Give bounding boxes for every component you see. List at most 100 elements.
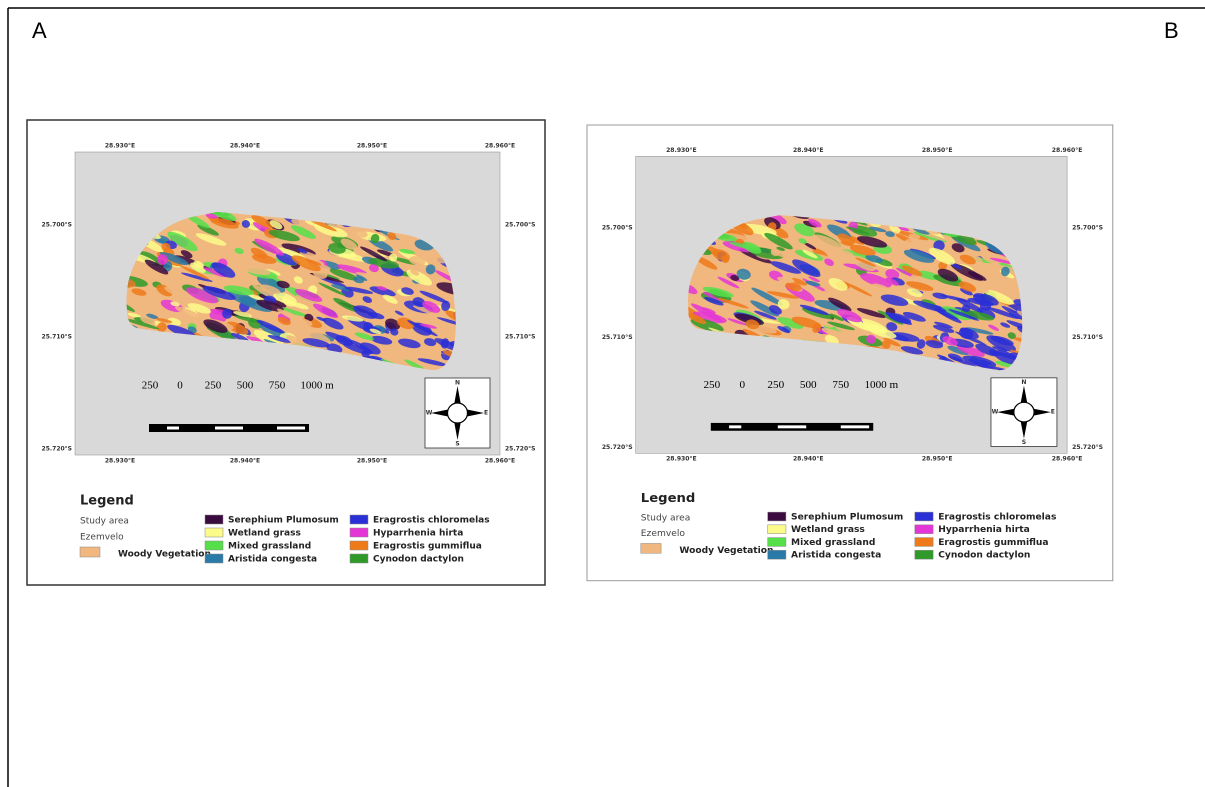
compass-letter: E (484, 410, 488, 417)
legend-swatch (915, 512, 933, 521)
panel-label: B (1164, 18, 1179, 43)
left-coordinate: 25.700°S (42, 222, 72, 229)
top-coordinate: 28.950°E (357, 143, 387, 150)
compass-letter: W (992, 409, 999, 416)
legend-swatch (350, 541, 368, 550)
scale-label: 1000 m (300, 380, 334, 392)
right-coordinate: 25.700°S (1072, 224, 1103, 231)
legend-item: Study area (641, 514, 691, 524)
left-coordinate: 25.720°S (42, 446, 72, 453)
scale-segment (841, 425, 869, 428)
scale-label: 250 (142, 380, 159, 392)
compass-ring (1014, 402, 1034, 422)
legend-item: Serephium Plumosum (791, 513, 903, 523)
legend-swatch (205, 541, 223, 550)
right-coordinate: 25.720°S (505, 446, 535, 453)
legend-swatch (205, 554, 223, 563)
panel-label: A (32, 18, 47, 43)
bottom-coordinate: 28.930°E (105, 458, 135, 465)
bottom-coordinate: 28.930°E (666, 456, 697, 463)
legend-item: Aristida congesta (228, 555, 317, 565)
legend-item: Mixed grassland (791, 538, 875, 548)
scale-label: 750 (269, 380, 286, 392)
legend-swatch (915, 550, 933, 559)
legend-item: Ezemvelo (641, 529, 685, 539)
bottom-coordinate: 28.960°E (485, 458, 515, 465)
legend-swatch (350, 554, 368, 563)
legend-item: Serephium Plumosum (228, 516, 339, 526)
legend-swatch (205, 528, 223, 537)
legend-item: Wetland grass (228, 529, 301, 539)
right-coordinate: 25.710°S (1072, 334, 1103, 341)
top-coordinate: 28.950°E (922, 147, 953, 154)
legend-item: Woody Vegetation (118, 550, 211, 560)
legend-swatch (768, 525, 786, 534)
scale-label: 0 (740, 379, 746, 391)
scale-label: 250 (703, 379, 720, 391)
legend-swatch (915, 525, 933, 534)
bottom-coordinate: 28.950°E (922, 456, 953, 463)
legend-swatch (768, 538, 786, 547)
legend-item: Eragrostis gummiflua (938, 538, 1048, 548)
legend-item: Mixed grassland (228, 542, 311, 552)
bottom-coordinate: 28.940°E (230, 458, 260, 465)
right-coordinate: 25.720°S (1072, 444, 1103, 451)
legend-item: Cynodon dactylon (373, 555, 464, 565)
left-coordinate: 25.700°S (602, 224, 633, 231)
legend-swatch (915, 538, 933, 547)
top-coordinate: 28.940°E (230, 143, 260, 150)
top-coordinate: 28.960°E (485, 143, 515, 150)
map-panel: 28.930°E 28.930°E 28.940°E 28.940°E 28.950°E… (27, 120, 545, 585)
scale-segment (167, 427, 179, 430)
compass-letter: N (455, 380, 460, 387)
legend-swatch (80, 547, 100, 557)
left-coordinate: 25.720°S (602, 444, 633, 451)
legend-swatch (768, 512, 786, 521)
scale-label: 250 (767, 379, 784, 391)
scale-label: 250 (205, 380, 222, 392)
top-coordinate: 28.930°E (105, 143, 135, 150)
legend-swatch (205, 515, 223, 524)
legend-item: Hyparrhenia hirta (373, 529, 463, 539)
scale-segment (778, 425, 806, 428)
legend-item: Ezemvelo (80, 533, 124, 543)
scale-segment (277, 427, 305, 430)
top-coordinate: 28.930°E (666, 147, 697, 154)
legend-title: Legend (80, 494, 134, 509)
legend-swatch (350, 515, 368, 524)
bottom-coordinate: 28.940°E (793, 456, 824, 463)
compass-letter: W (426, 410, 433, 417)
legend-item: Cynodon dactylon (938, 551, 1030, 561)
legend-item: Wetland grass (791, 525, 865, 535)
scale-segment (729, 425, 741, 428)
left-coordinate: 25.710°S (42, 334, 72, 341)
right-coordinate: 25.710°S (505, 334, 535, 341)
compass-letter: S (455, 441, 459, 448)
bottom-coordinate: 28.960°E (1052, 456, 1083, 463)
legend-item: Study area (80, 517, 129, 527)
figure: A 28.930°E 28.930°E 28.940°E 28.940°E 28.950°… (0, 0, 1205, 787)
compass-letter: S (1022, 439, 1026, 446)
compass-letter: E (1051, 409, 1055, 416)
bottom-coordinate: 28.950°E (357, 458, 387, 465)
scale-label: 500 (800, 379, 817, 391)
legend-item: Eragrostis chloromelas (938, 513, 1056, 523)
scale-label: 750 (832, 379, 849, 391)
compass-ring (448, 403, 468, 423)
legend-swatch (768, 550, 786, 559)
legend-item: Woody Vegetation (679, 546, 773, 556)
scale-segment (215, 427, 243, 430)
legend-item: Eragrostis chloromelas (373, 516, 490, 526)
map-panel: 28.930°E 28.930°E 28.940°E 28.940°E 28.950°E… (587, 125, 1113, 581)
right-coordinate: 25.700°S (505, 222, 535, 229)
scale-label: 500 (237, 380, 254, 392)
left-coordinate: 25.710°S (602, 334, 633, 341)
scale-label: 0 (177, 380, 183, 392)
legend-item: Eragrostis gummiflua (373, 542, 482, 552)
top-coordinate: 28.940°E (793, 147, 824, 154)
compass-letter: N (1021, 379, 1026, 386)
legend-title: Legend (641, 491, 696, 506)
top-coordinate: 28.960°E (1052, 147, 1083, 154)
legend-item: Hyparrhenia hirta (938, 525, 1030, 535)
legend-swatch (641, 543, 661, 553)
